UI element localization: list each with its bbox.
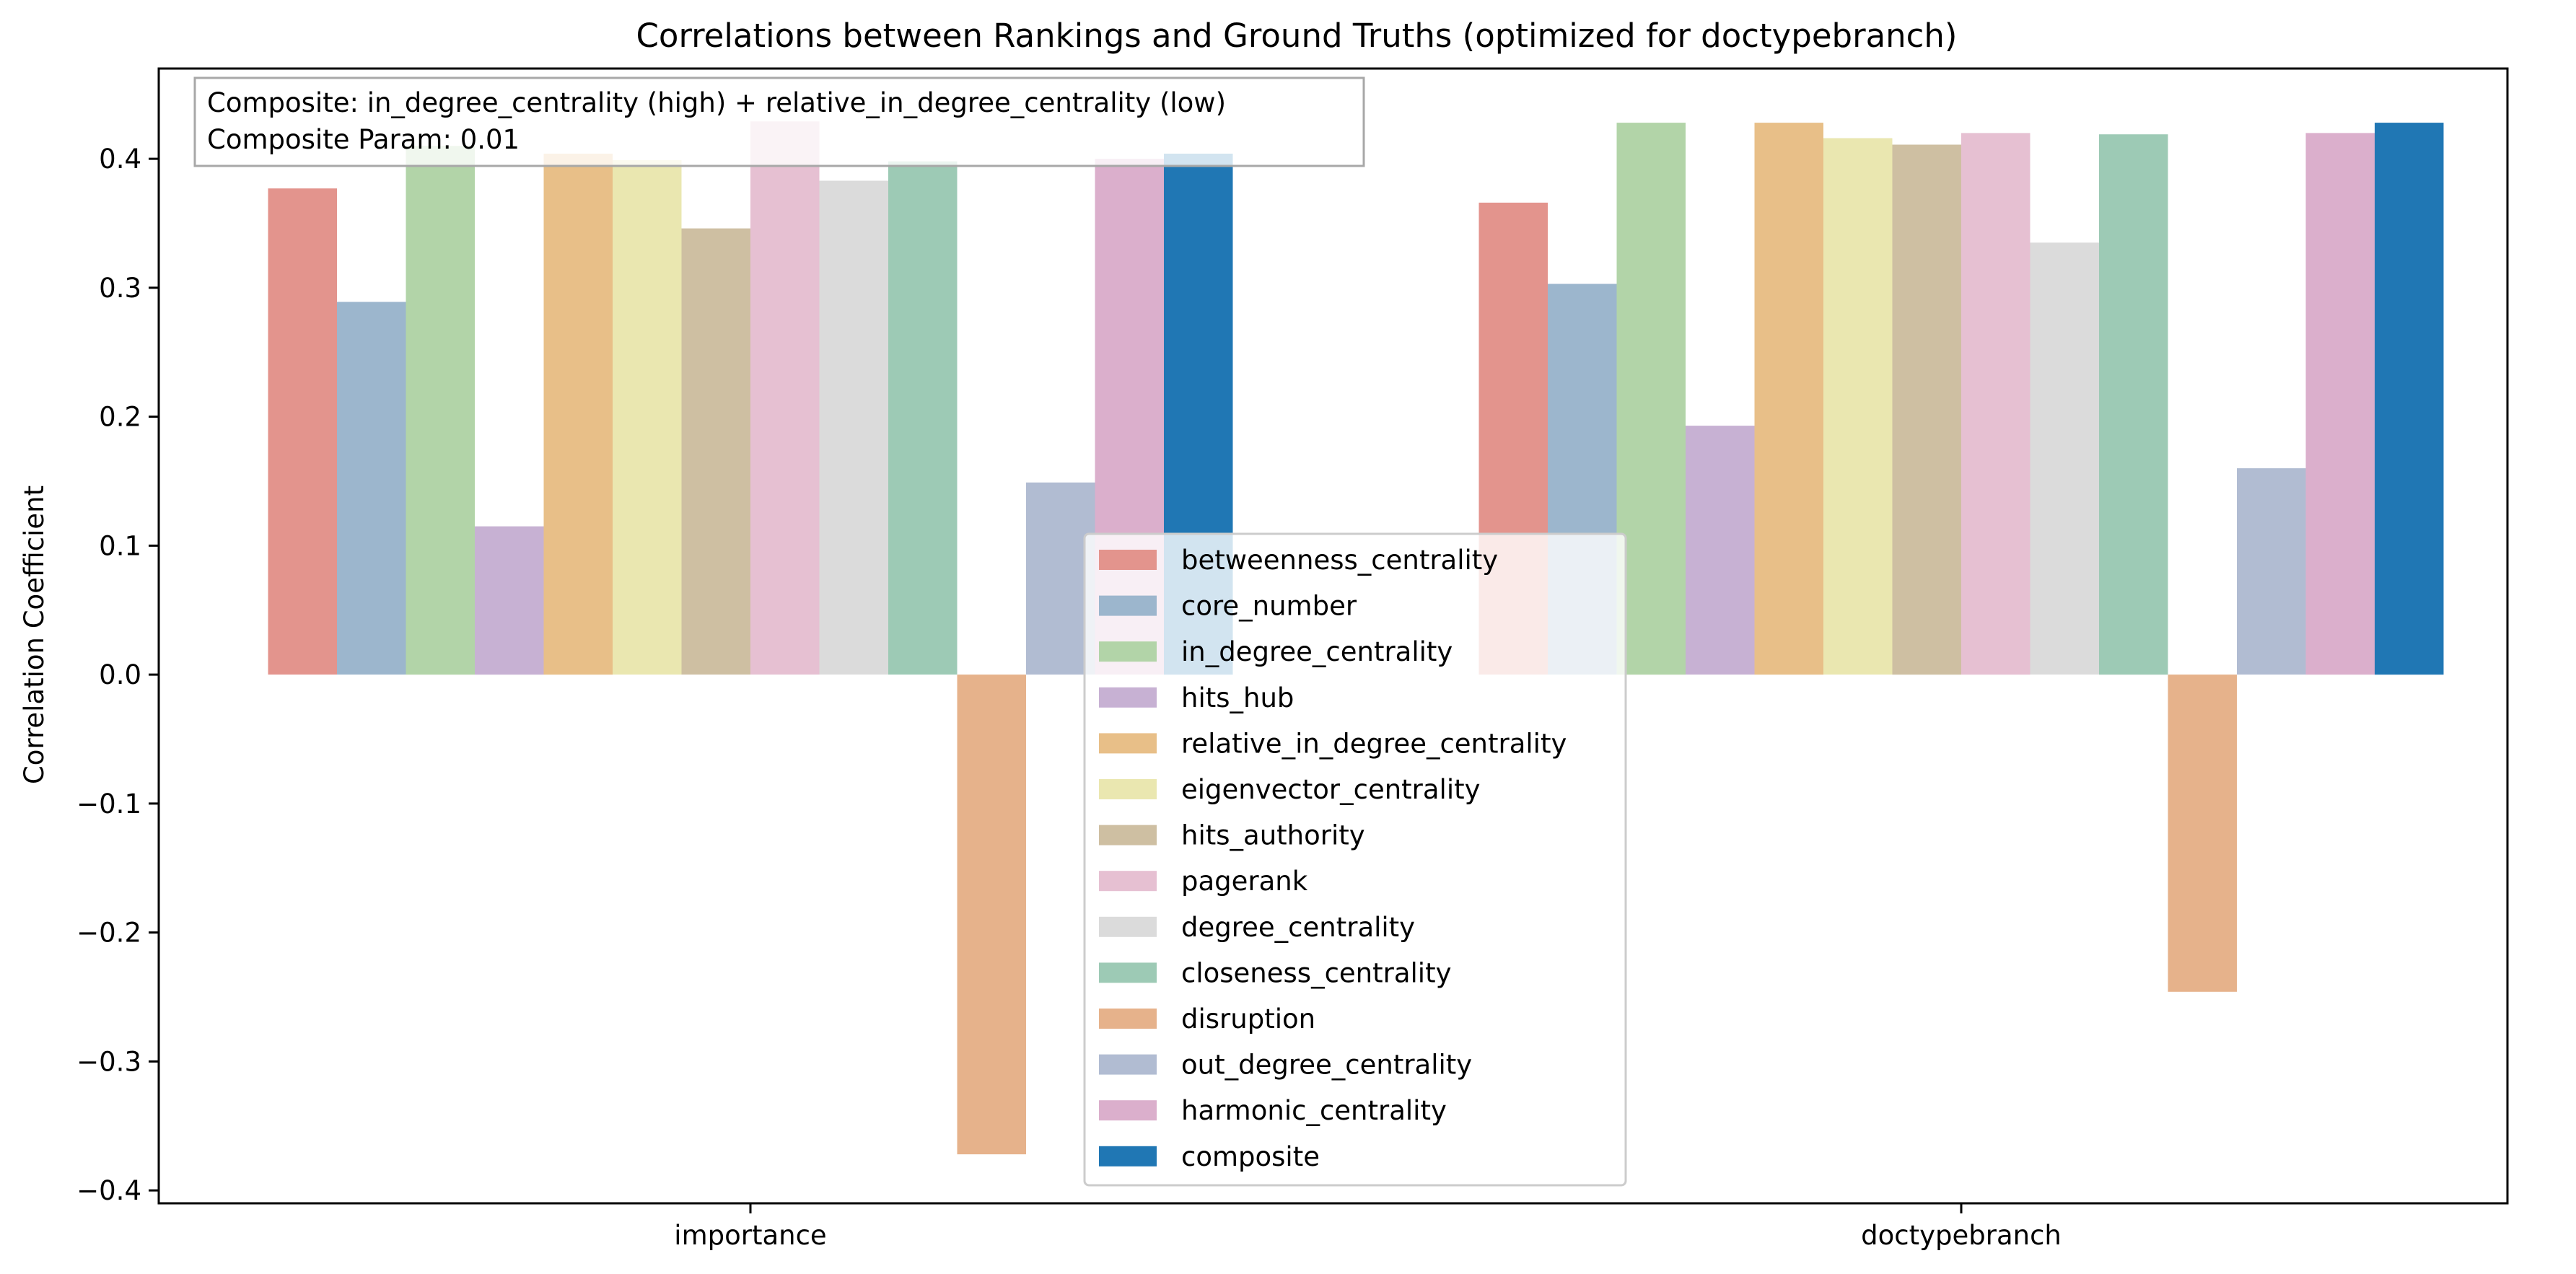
legend-label-in-degree-centrality: in_degree_centrality [1181, 636, 1453, 667]
bar-eigenvector-centrality-doctypebranch [1823, 138, 1893, 675]
legend-label-hits-authority: hits_authority [1181, 820, 1365, 851]
y-tick-label: −0.1 [76, 788, 141, 820]
x-axis-ticks: importance doctypebranch [674, 1203, 2062, 1251]
bar-closeness-centrality-doctypebranch [2099, 134, 2168, 675]
legend-label-disruption: disruption [1181, 1003, 1315, 1034]
bar-in-degree-centrality-importance [406, 146, 475, 675]
bar-composite-doctypebranch [2375, 123, 2444, 675]
bar-disruption-importance [957, 675, 1026, 1155]
y-tick-label: 0.0 [99, 659, 141, 690]
legend-label-relative-in-degree-centrality: relative_in_degree_centrality [1181, 728, 1567, 759]
bar-relative-in-degree-centrality-importance [543, 154, 613, 675]
legend-swatch-betweenness-centrality [1099, 550, 1157, 570]
bar-pagerank-doctypebranch [1961, 133, 2030, 675]
legend-swatch-in-degree-centrality [1099, 641, 1157, 662]
legend-label-core-number: core_number [1181, 591, 1357, 622]
annotation-line-1: Composite: in_degree_centrality (high) +… [207, 87, 1226, 118]
bar-degree-centrality-doctypebranch [2030, 242, 2099, 675]
bar-degree-centrality-importance [819, 180, 888, 675]
annotation-line-2: Composite Param: 0.01 [207, 124, 520, 155]
y-tick-label: −0.4 [76, 1175, 141, 1206]
legend-label-closeness-centrality: closeness_centrality [1181, 957, 1451, 988]
y-tick-label: −0.2 [76, 918, 141, 949]
legend-swatch-hits-authority [1099, 825, 1157, 845]
legend-swatch-hits-hub [1099, 687, 1157, 708]
legend-label-harmonic-centrality: harmonic_centrality [1181, 1095, 1447, 1126]
y-tick-label: 0.4 [99, 144, 141, 175]
legend-swatch-composite [1099, 1146, 1157, 1167]
bar-hits-authority-doctypebranch [1892, 144, 1961, 675]
y-tick-label: 0.3 [99, 273, 141, 304]
legend-swatch-pagerank [1099, 871, 1157, 892]
annotation-box: Composite: in_degree_centrality (high) +… [193, 76, 1365, 167]
bar-harmonic-centrality-doctypebranch [2305, 133, 2375, 675]
legend-label-betweenness-centrality: betweenness_centrality [1181, 545, 1498, 576]
y-tick-label: 0.2 [99, 402, 141, 433]
legend-swatch-out-degree-centrality [1099, 1054, 1157, 1075]
bar-disruption-doctypebranch [2168, 675, 2237, 992]
legend-label-pagerank: pagerank [1181, 866, 1308, 897]
legend-swatch-harmonic-centrality [1099, 1100, 1157, 1121]
bar-in-degree-centrality-doctypebranch [1616, 123, 1686, 675]
bar-core-number-importance [337, 302, 406, 675]
x-tick-label-importance: importance [674, 1220, 826, 1251]
legend-label-hits-hub: hits_hub [1181, 682, 1294, 713]
bar-relative-in-degree-centrality-doctypebranch [1754, 123, 1823, 675]
legend-swatch-relative-in-degree-centrality [1099, 733, 1157, 754]
legend-swatch-eigenvector-centrality [1099, 779, 1157, 799]
bar-out-degree-centrality-doctypebranch [2237, 468, 2306, 675]
legend: betweenness_centrality core_number in_degr… [1083, 532, 1627, 1187]
bar-betweenness-centrality-importance [268, 188, 337, 675]
x-tick-label-doctypebranch: doctypebranch [1861, 1220, 2062, 1251]
chart-title: Correlations between Rankings and Ground… [636, 17, 1958, 55]
y-axis-label: Correlation Coefficient [19, 486, 50, 784]
y-axis-ticks: −0.4 −0.3 −0.2 −0.1 0.0 0.1 0.2 0.3 0.4 [76, 144, 159, 1206]
legend-label-eigenvector-centrality: eigenvector_centrality [1181, 774, 1481, 805]
legend-swatch-degree-centrality [1099, 916, 1157, 937]
legend-swatch-disruption [1099, 1009, 1157, 1029]
legend-swatch-closeness-centrality [1099, 962, 1157, 983]
y-tick-label: 0.1 [99, 530, 141, 561]
legend-label-out-degree-centrality: out_degree_centrality [1181, 1050, 1472, 1081]
bar-hits-hub-doctypebranch [1686, 426, 1755, 675]
legend-frame [1083, 532, 1627, 1187]
bar-eigenvector-centrality-importance [613, 159, 682, 675]
y-tick-label: −0.3 [76, 1046, 141, 1077]
bar-pagerank-importance [750, 121, 820, 675]
legend-swatch-core-number [1099, 595, 1157, 616]
legend-label-degree-centrality: degree_centrality [1181, 912, 1415, 943]
bar-closeness-centrality-importance [888, 161, 958, 675]
plot-frame [157, 67, 2509, 1205]
bar-hits-authority-importance [681, 228, 750, 675]
bar-hits-hub-importance [475, 526, 544, 675]
legend-label-composite: composite [1181, 1141, 1320, 1172]
